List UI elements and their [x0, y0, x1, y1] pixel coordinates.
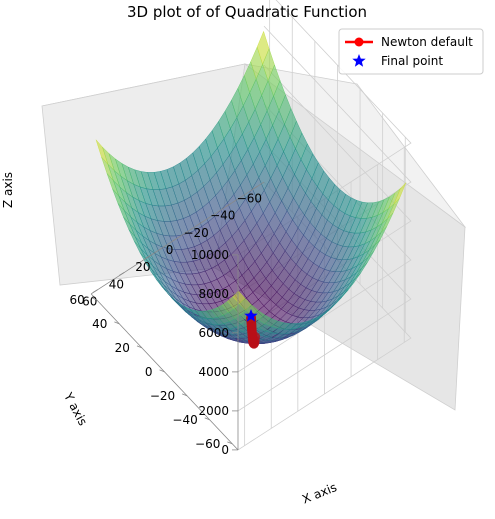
- z-tick-label: 4000: [198, 365, 229, 379]
- y-tick-label: 0: [145, 365, 153, 379]
- z-tick-label: 10000: [191, 248, 229, 262]
- z-tick-label: 6000: [198, 326, 229, 340]
- legend: Newton default Final point: [339, 29, 483, 74]
- x-tick-label: 20: [135, 260, 150, 274]
- legend-final-label: Final point: [381, 54, 443, 68]
- x-tick-label: 40: [109, 277, 124, 291]
- x-tick-label: −20: [183, 226, 208, 240]
- x-tick-label: −60: [237, 191, 262, 205]
- z-tick-label: 8000: [198, 287, 229, 301]
- y-tick-label: 60: [69, 293, 84, 307]
- y-tick-label: −40: [172, 413, 197, 427]
- legend-newton-label: Newton default: [381, 35, 473, 49]
- y-tick-label: 20: [115, 341, 130, 355]
- x-tick-label: 0: [166, 243, 174, 257]
- z-tick-label: 2000: [198, 404, 229, 418]
- y-tick-label: 40: [92, 317, 107, 331]
- y-tick-label: −20: [150, 389, 175, 403]
- z-tick-label: 0: [221, 443, 229, 457]
- z-axis-label: Z axis: [1, 172, 15, 208]
- y-tick-label: −60: [195, 437, 220, 451]
- x-tick-label: −40: [210, 209, 235, 223]
- legend-newton-marker: [355, 38, 364, 47]
- chart-title: 3D plot of of Quadratic Function: [127, 3, 367, 21]
